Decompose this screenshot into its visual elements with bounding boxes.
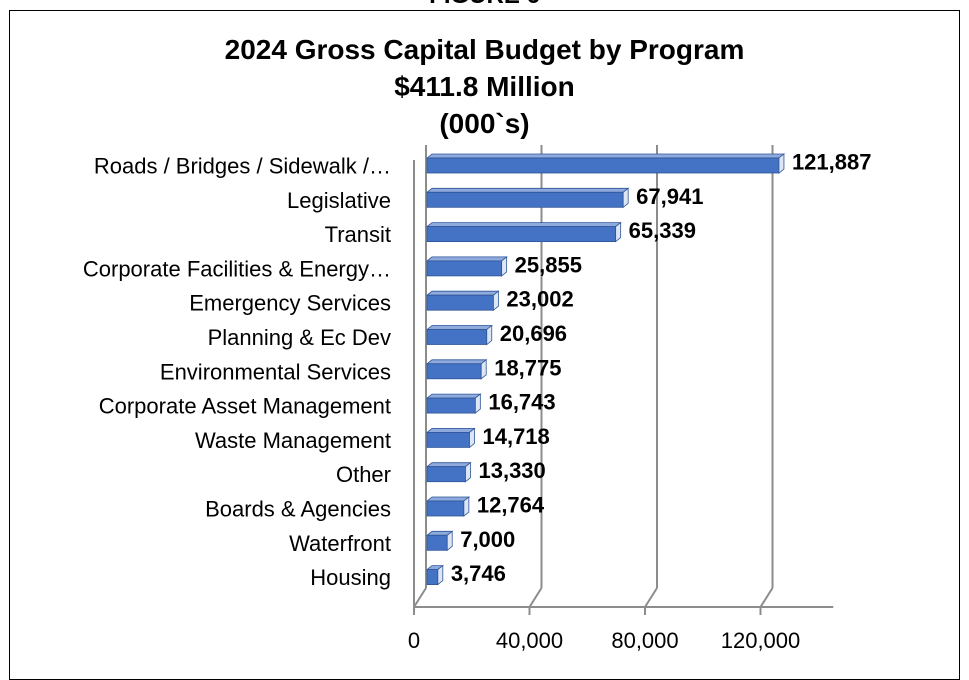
bar (426, 294, 494, 311)
bar-top-face (425, 325, 493, 330)
bar-top-face (425, 222, 622, 228)
category-label: Boards & Agencies (205, 497, 391, 522)
bar-end-face (480, 358, 487, 380)
bar (426, 157, 780, 174)
x-tick-label: 80,000 (611, 628, 678, 653)
bar-top-face (425, 256, 508, 262)
category-label: Corporate Asset Management (99, 394, 391, 419)
x-tick-label: 0 (408, 628, 420, 653)
bar (426, 534, 448, 551)
data-label: 65,339 (629, 218, 696, 243)
bar (426, 191, 624, 208)
bar-end-face (465, 461, 471, 483)
bar (426, 226, 617, 243)
bar-chart: 0 40,000 80,000 120,000 Roads / Bridges / Si… (83, 145, 872, 653)
data-label: 13,330 (478, 458, 545, 483)
bar-end-face (437, 564, 444, 586)
bar-top-face (425, 427, 476, 433)
gridline-depth (528, 587, 543, 608)
gridline-depth (759, 587, 774, 608)
left-wall-depth (413, 587, 427, 608)
bar-top-face (425, 462, 472, 468)
data-label: 121,887 (792, 150, 872, 175)
bar-end-face (463, 496, 470, 517)
bar-top-face (425, 496, 470, 502)
x-tick-label: 120,000 (721, 628, 801, 653)
category-label: Emergency Services (189, 291, 391, 316)
chart-title: 2024 Gross Capital Budget by Program (224, 34, 745, 65)
category-label: Roads / Bridges / Sidewalk /… (94, 154, 391, 179)
data-label: 14,718 (482, 424, 549, 449)
bar-end-face (622, 187, 629, 209)
bar-top-face (425, 359, 488, 365)
category-label: Legislative (287, 188, 391, 213)
gridline-depth (644, 587, 658, 608)
data-label: 67,941 (636, 184, 703, 209)
bar-end-face (469, 427, 475, 449)
bar (426, 260, 503, 277)
bar (426, 466, 466, 483)
bar (426, 500, 465, 517)
data-label: 16,743 (488, 390, 555, 415)
data-label: 18,775 (494, 355, 561, 380)
bar-end-face (446, 530, 453, 552)
data-label: 7,000 (460, 527, 515, 552)
bar (426, 329, 488, 345)
category-label: Waste Management (195, 428, 391, 453)
bar-end-face (501, 256, 508, 277)
bar-end-face (474, 393, 481, 414)
chart-subtitle: $411.8 Million (394, 71, 575, 102)
bar-end-face (778, 153, 785, 174)
bar-end-face (493, 290, 499, 312)
bar-end-face (486, 324, 493, 346)
bar (426, 363, 482, 380)
bar-top-face (425, 290, 500, 296)
bar-top-face (425, 187, 630, 193)
data-label: 12,764 (477, 493, 545, 518)
bar-top-face (425, 153, 786, 159)
category-label: Corporate Facilities & Energy… (83, 256, 391, 281)
data-label: 25,855 (515, 252, 582, 277)
bar-top-face (425, 393, 482, 399)
chart-units: (000`s) (439, 108, 530, 139)
category-label: Waterfront (289, 531, 391, 556)
figure-label: FIGURE 6 (0, 0, 969, 8)
chart-title-block: 2024 Gross Capital Budget by Program $41… (0, 31, 969, 142)
category-label: Transit (325, 222, 391, 247)
data-label: 20,696 (500, 321, 567, 346)
data-label: 3,746 (451, 561, 506, 586)
bar-end-face (615, 221, 622, 243)
data-label: 23,002 (506, 287, 573, 312)
bar (426, 569, 439, 585)
category-label: Environmental Services (160, 359, 391, 384)
category-label: Other (336, 462, 391, 487)
category-label: Housing (310, 565, 391, 590)
bar (426, 397, 476, 414)
x-tick-label: 40,000 (496, 628, 563, 653)
category-label: Planning & Ec Dev (208, 325, 391, 350)
bar (426, 431, 470, 448)
